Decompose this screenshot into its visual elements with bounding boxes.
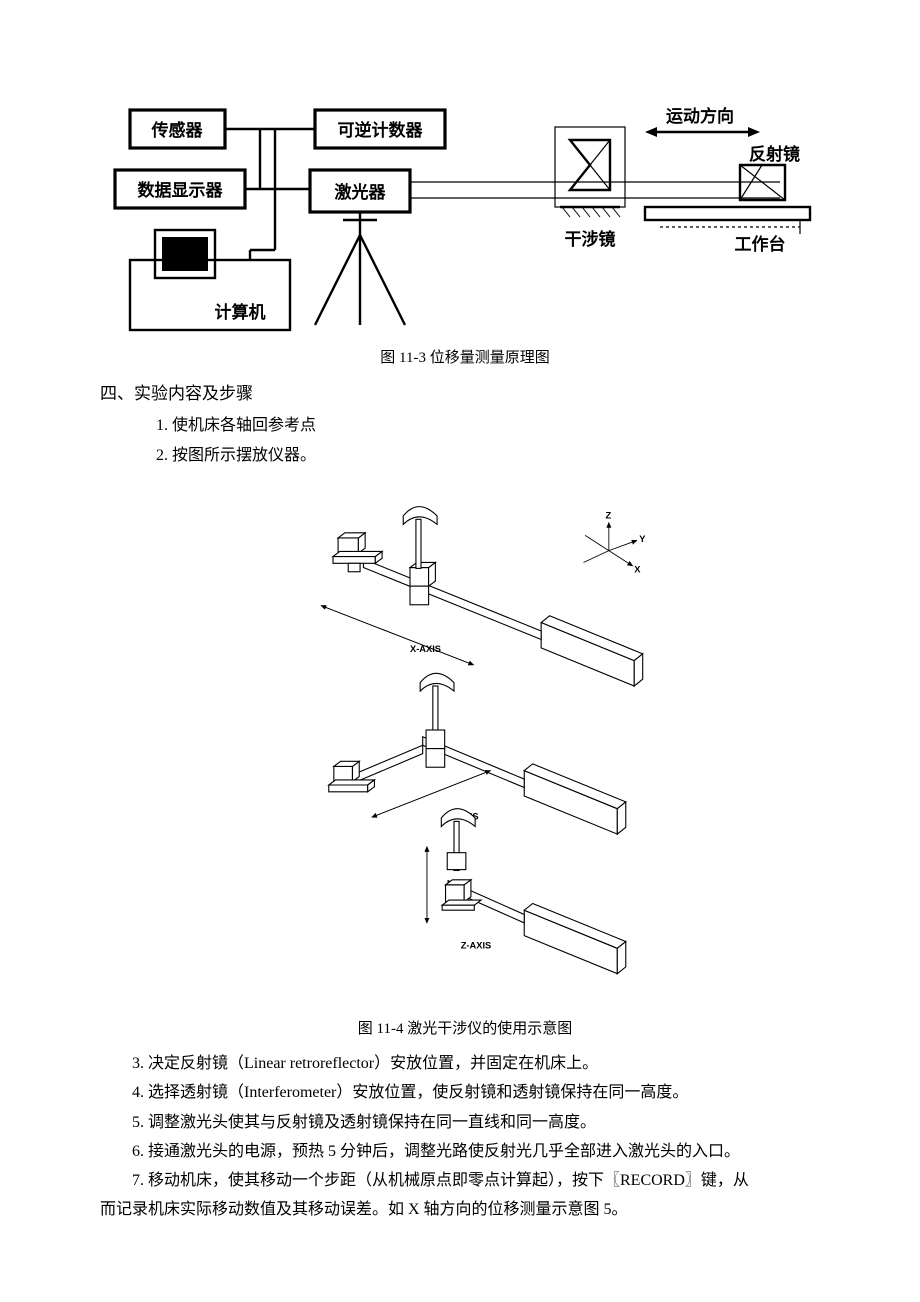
label-laser: 激光器 (335, 182, 387, 202)
z-axis-label: Z-AXIS (461, 940, 491, 950)
x-axis-label: X-AXIS (410, 644, 441, 654)
coord-axes: Z Y X (583, 510, 646, 574)
label-motion: 运动方向 (666, 106, 734, 126)
label-mirror: 反射镜 (749, 144, 800, 164)
step-2: 2. 按图所示摆放仪器。 (100, 442, 830, 469)
svg-text:Z: Z (605, 510, 611, 520)
label-worktable: 工作台 (735, 234, 786, 254)
step-7b: 而记录机床实际移动数值及其移动误差。如 X 轴方向的位移测量示意图 5。 (100, 1196, 830, 1223)
step-1: 1. 使机床各轴回参考点 (100, 412, 830, 439)
figure-11-3-caption: 图 11-3 位移量测量原理图 (100, 346, 830, 372)
principle-diagram-svg: 传感器 可逆计数器 数据显示器 激光器 计算机 (100, 100, 830, 340)
label-computer: 计算机 (215, 302, 266, 322)
step-7a: 7. 移动机床，使其移动一个步距（从机械原点即零点计算起），按下〖RECORD〗… (100, 1167, 830, 1194)
label-interferometer: 干涉镜 (565, 229, 616, 249)
svg-text:X: X (634, 564, 641, 574)
figure-11-3: 传感器 可逆计数器 数据显示器 激光器 计算机 (100, 100, 830, 372)
figure-11-4-caption: 图 11-4 激光干涉仪的使用示意图 (100, 1017, 830, 1043)
step-5: 5. 调整激光头使其与反射镜及透射镜保持在同一直线和同一高度。 (100, 1109, 830, 1136)
figure-11-4: Z Y X (100, 471, 830, 1043)
label-display: 数据显示器 (138, 180, 224, 200)
section-4-title: 四、实验内容及步骤 (100, 380, 830, 409)
label-counter: 可逆计数器 (338, 120, 424, 140)
step-3: 3. 决定反射镜（Linear retroreflector）安放位置，并固定在… (100, 1050, 830, 1077)
step-4: 4. 选择透射镜（Interferometer）安放位置，使反射镜和透射镜保持在… (100, 1079, 830, 1106)
svg-text:Y: Y (639, 534, 646, 544)
label-sensor: 传感器 (151, 120, 204, 140)
step-6: 6. 接通激光头的电源，预热 5 分钟后，调整光路使反射光几乎全部进入激光头的入… (100, 1138, 830, 1165)
interferometer-usage-svg: Z Y X (245, 471, 685, 1011)
